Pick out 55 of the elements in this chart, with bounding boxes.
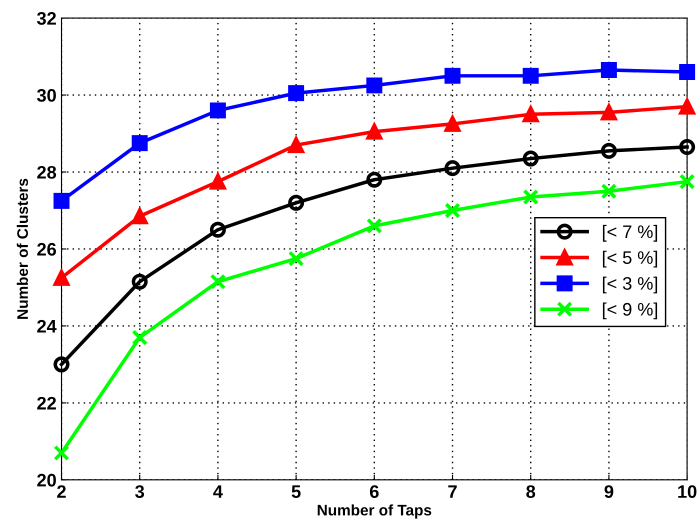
point (600, 104, 617, 120)
point (444, 116, 460, 132)
point (54, 444, 70, 461)
point (54, 270, 70, 286)
legend-label: [< 5 %] (602, 250, 658, 268)
point (210, 174, 226, 190)
point (522, 68, 539, 84)
x-tick-label: 2 (57, 485, 66, 498)
legend-label: [< 7 %] (602, 224, 658, 242)
point (522, 189, 539, 206)
point (132, 208, 148, 224)
x-tick-label: 7 (448, 485, 457, 498)
point (54, 192, 70, 209)
point (210, 222, 226, 238)
legend-label: [< 9 %] (602, 302, 658, 320)
point (288, 194, 304, 211)
y-tick-label: 30 (36, 88, 56, 102)
point (444, 68, 460, 84)
x-tick-label: 9 (604, 485, 614, 498)
point (132, 330, 148, 346)
y-axis-title: Number of Clusters (16, 178, 28, 319)
y-tick-label: 26 (37, 242, 56, 256)
x-tick-label: 10 (678, 485, 696, 498)
x-tick-label: 4 (213, 485, 223, 498)
point (522, 150, 539, 167)
point (444, 202, 460, 218)
point (522, 106, 539, 122)
point (679, 64, 696, 80)
x-axis-title: Number of Taps (318, 504, 432, 519)
legend-label: [< 3 %] (602, 276, 658, 294)
point (288, 250, 304, 267)
x-tick-label: 3 (135, 485, 144, 498)
point (679, 174, 696, 190)
point (54, 356, 70, 372)
y-tick-label: 28 (37, 166, 56, 179)
point (600, 62, 617, 78)
y-tick-label: 22 (37, 396, 56, 410)
point (210, 274, 226, 290)
point (288, 85, 304, 102)
x-tick-label: 5 (292, 485, 301, 498)
point (366, 218, 382, 234)
point (444, 160, 460, 176)
point (600, 142, 617, 159)
point (679, 139, 696, 155)
point (210, 102, 226, 118)
y-tick-label: 32 (36, 12, 56, 25)
x-tick-label: 8 (526, 485, 536, 498)
y-tick-label: 20 (37, 474, 56, 487)
point (366, 172, 382, 188)
point (366, 77, 382, 94)
y-tick-label: 24 (37, 320, 57, 332)
x-tick-label: 6 (370, 485, 379, 498)
point (132, 274, 148, 290)
point (600, 183, 617, 200)
point (132, 135, 148, 152)
